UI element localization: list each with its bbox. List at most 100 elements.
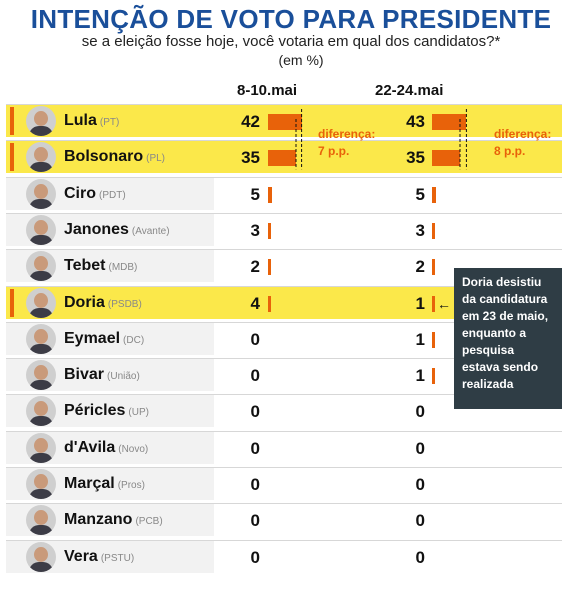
candidate-row-eymael: Eymael (DC) 0 1 [6,321,562,355]
candidate-party-pricles: (UP) [128,407,149,419]
candidate-name-janones: Janones (Avante) [64,220,170,238]
period-label-1: 8-10.mai [237,82,298,99]
bar-bolsonaro-1 [268,150,296,167]
bar-ciro-2 [432,186,436,203]
candidate-row-bolsonaro: Bolsonaro (PL) 35 35 [6,140,562,174]
value-label-eymael-2: 1 [415,329,425,349]
bar-lula-2 [432,114,467,130]
bar-tebet-2 [432,259,435,276]
bar-lula-1 [268,114,302,130]
value-label-ciro-2: 5 [415,184,425,204]
value-label-maral-1: 0 [250,475,260,494]
candidate-name-davila: d'Avila (Novo) [64,438,149,456]
bar-bolsonaro-2 [432,150,460,167]
candidate-row-vera: Vera (PSTU) 0 0 [6,539,562,573]
value-label-janones-2: 3 [415,220,425,240]
candidate-party-ciro: (PDT) [99,189,126,201]
period-label-2: 22-24.mai [375,82,444,99]
candidate-photo-ciro [26,178,56,209]
candidate-party-manzano: (PCB) [135,516,163,528]
bar-bivar-2 [432,368,435,385]
value-label-doria-2: 1 [415,293,425,313]
value-label-manzano-2: 0 [415,511,425,531]
bar-janones-2 [432,222,435,239]
value-label-bivar-1: 0 [250,366,260,386]
value-label-davila-1: 0 [250,438,260,458]
value-label-ciro-1: 5 [250,184,260,204]
candidate-row-bivar: Bivar (União) 0 1 [6,358,562,392]
candidate-row-pricles: Péricles (UP) 0 0 [6,394,562,428]
candidate-party-janones: (Avante) [131,225,170,237]
candidate-name-lula: Lula (PT) [64,112,120,129]
candidate-name-manzano: Manzano (PCB) [64,511,163,529]
candidate-name-eymael: Eymael (DC) [64,329,145,347]
candidate-name-tebet: Tebet (MDB) [64,257,138,275]
value-label-manzano-1: 0 [250,511,260,531]
candidate-photo-eymael [26,323,56,354]
value-label-vera-1: 0 [250,547,260,567]
value-label-janones-1: 3 [250,220,260,240]
value-label-maral-2: 0 [415,475,425,494]
candidate-name-maral: Marçal (Pros) [64,475,145,492]
chart-unit: (em %) [278,52,324,68]
candidate-name-pricles: Péricles (UP) [64,402,149,420]
value-label-tebet-2: 2 [415,257,425,277]
candidate-party-vera: (PSTU) [100,552,135,564]
difference-annotation-1: diferença: 7 p.p. [318,126,375,160]
highlight-accent [10,288,14,317]
value-label-bolsonaro-2: 35 [406,148,425,168]
chart-title: INTENÇÃO DE VOTO PARA PRESIDENTE [30,4,552,34]
candidate-party-lula: (PT) [99,117,120,128]
candidate-row-tebet: Tebet (MDB) 2 2 [6,249,562,283]
candidate-party-bolsonaro: (PL) [146,153,166,165]
candidate-name-vera: Vera (PSTU) [64,547,135,565]
value-label-tebet-1: 2 [250,257,260,277]
bar-ciro-1 [268,186,272,203]
doria-note: Doria desistiu da candidatura em 23 de m… [454,268,562,409]
value-label-lula-2: 43 [406,112,425,131]
bar-janones-1 [268,222,271,239]
value-label-bivar-2: 1 [415,366,425,386]
candidate-photo-pricles [26,396,56,427]
candidate-party-tebet: (MDB) [108,262,138,274]
value-label-eymael-1: 0 [250,329,260,349]
candidate-party-bivar: (União) [107,371,140,383]
difference-value-1: 7 p.p. [318,144,350,158]
difference-annotation-2: diferença: 8 p.p. [494,126,551,160]
candidate-name-ciro: Ciro (PDT) [64,184,126,202]
candidate-name-bivar: Bivar (União) [64,366,140,384]
difference-value-2: 8 p.p. [494,144,526,158]
candidate-name-bolsonaro: Bolsonaro (PL) [64,148,166,166]
candidate-row-janones: Janones (Avante) 3 3 [6,212,562,246]
candidate-photo-bivar [26,360,56,391]
candidate-row-manzano: Manzano (PCB) 0 0 [6,503,562,537]
bar-doria-1 [268,295,272,312]
candidate-name-doria: Doria (PSDB) [64,293,142,311]
bar-eymael-2 [432,331,435,348]
candidate-row-ciro: Ciro (PDT) 5 5 [6,176,562,210]
value-label-doria-1: 4 [250,293,260,313]
candidate-photo-manzano [26,505,56,536]
candidate-row-lula: Lula (PT) 42 43 [6,104,562,137]
difference-label-1: diferença: [318,127,376,141]
candidate-photo-bolsonaro [26,142,56,173]
value-label-vera-2: 0 [415,547,425,567]
highlight-accent [10,143,14,172]
difference-label-2: diferença: [494,127,552,141]
bar-doria-2 [432,295,435,312]
candidate-photo-davila [26,432,56,463]
bar-tebet-1 [268,259,271,276]
candidate-photo-vera [26,541,56,572]
candidate-row-maral: Marçal (Pros) 0 0 [6,467,562,500]
value-label-lula-1: 42 [241,112,260,131]
candidate-row-davila: d'Avila (Novo) 0 0 [6,430,562,464]
value-label-pricles-1: 0 [250,402,260,422]
arrow-left-icon: ← [437,296,451,312]
candidate-photo-janones [26,214,56,245]
value-label-bolsonaro-1: 35 [241,148,260,168]
candidate-party-doria: (PSDB) [107,298,142,310]
candidate-party-eymael: (DC) [123,334,145,346]
highlight-accent [10,107,14,135]
